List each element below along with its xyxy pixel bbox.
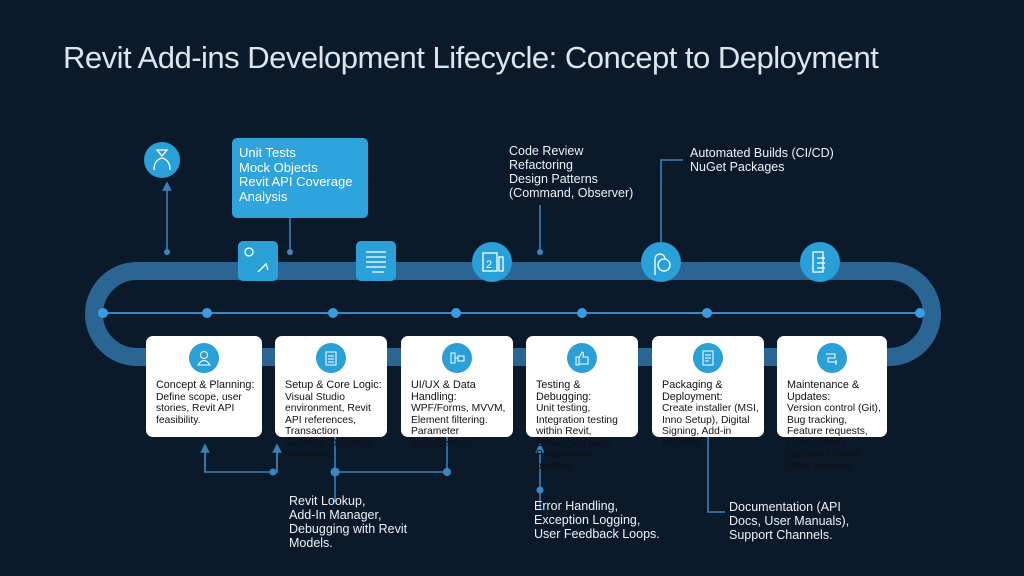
- gear-tools-icon: [238, 241, 278, 281]
- stage-heading: UI/UX & Data Handling:: [411, 379, 476, 403]
- stage-card-packaging: Packaging & Deployment: Create installer …: [652, 336, 764, 449]
- stage-heading: Setup & Core Logic:: [285, 379, 382, 391]
- page-title: Revit Add-ins Development Lifecycle: Con…: [63, 40, 879, 75]
- document-lines-icon: [356, 241, 396, 281]
- errors-note: Error Handling, Exception Logging, User …: [534, 499, 660, 541]
- user-scan-icon: [144, 142, 180, 178]
- stage-body: Version control (Git), Bug tracking, Fea…: [787, 403, 881, 472]
- top-icons: 2: [144, 142, 840, 282]
- code-review-note: Code Review Refactoring Design Patterns …: [509, 144, 634, 200]
- stage-card-testing: Testing & Debugging: Unit testing, Integr…: [526, 336, 638, 472]
- stage-body: WPF/Forms, MVVM, Element filtering. Para…: [411, 403, 506, 449]
- stage-card-concept: Concept & Planning: Define scope, user st…: [146, 336, 262, 437]
- track-dots: [98, 308, 925, 318]
- stage-card-setup: Setup & Core Logic: Visual Studio environ…: [275, 336, 387, 460]
- stage-body: Visual Studio environment, Revit API ref…: [285, 391, 374, 461]
- building-icon: [800, 242, 840, 282]
- document-icon: [693, 343, 723, 373]
- clipboard-icon: [316, 343, 346, 373]
- stage-heading: Packaging & Deployment:: [662, 379, 723, 403]
- stage-card-maintenance: Maintenance & Updates: Version control (G…: [777, 336, 887, 472]
- builds-note: Automated Builds (CI/CD) NuGet Packages: [690, 146, 834, 174]
- thumbs-up-icon: [567, 343, 597, 373]
- stage-heading: Testing & Debugging:: [536, 379, 592, 403]
- track-loop: [85, 262, 941, 366]
- stage-heading: Maintenance & Updates:: [787, 379, 860, 403]
- update-icon: [817, 343, 847, 373]
- stage-body: Create installer (MSI, Inno Setup), Digi…: [662, 403, 759, 449]
- calendar-icon: [472, 242, 512, 282]
- pipeline-icon: [641, 242, 681, 282]
- user-icon: [189, 343, 219, 373]
- testing-note-box: Unit Tests Mock Objects Revit API Covera…: [232, 138, 368, 218]
- connector-icon: [442, 343, 472, 373]
- tools-note: Revit Lookup, Add-In Manager, Debugging …: [289, 494, 408, 550]
- stage-card-ui: UI/UX & Data Handling: WPF/Forms, MVVM, E…: [401, 336, 513, 449]
- stage-body: Define scope, user stories, Revit API fe…: [156, 391, 242, 426]
- stage-heading: Concept & Planning:: [156, 379, 255, 391]
- docs-note: Documentation (API Docs, User Manuals), …: [729, 500, 850, 542]
- stage-body: Unit testing, Integration testing within…: [536, 403, 618, 472]
- svg-text:2: 2: [486, 259, 492, 271]
